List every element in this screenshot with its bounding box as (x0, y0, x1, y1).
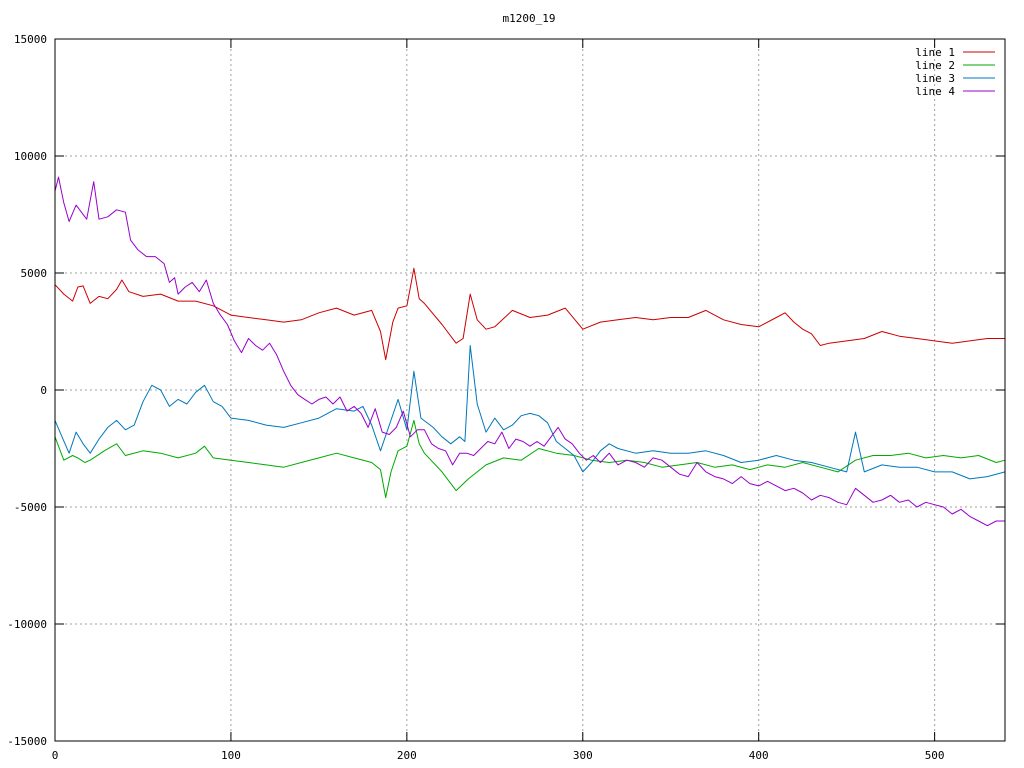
y-tick-label: -10000 (7, 618, 47, 631)
chart-title: m1200_19 (503, 12, 556, 25)
y-tick-label: -15000 (7, 735, 47, 748)
series-group (54, 176, 1006, 527)
x-tick-label: 100 (221, 749, 241, 762)
legend-label: line 3 (915, 72, 955, 85)
series-line-1 (54, 267, 1005, 361)
y-tick-label: 0 (40, 384, 47, 397)
legend-label: line 4 (915, 85, 955, 98)
legend-label: line 1 (915, 46, 955, 59)
x-tick-label: 300 (573, 749, 593, 762)
series-line-3 (54, 345, 1006, 480)
series-line-4 (54, 176, 1005, 527)
x-tick-label: 0 (52, 749, 59, 762)
legend-label: line 2 (915, 59, 955, 72)
y-tick-label: 10000 (14, 150, 47, 163)
grid (55, 39, 1005, 741)
x-tick-label: 400 (749, 749, 769, 762)
axis-ticks: -15000 -10000 -5000 0 5000 10000 15000 0 100 200 3… (7, 33, 1005, 762)
x-tick-label: 200 (397, 749, 417, 762)
y-tick-label: 5000 (21, 267, 48, 280)
y-tick-label: 15000 (14, 33, 47, 46)
x-tick-label: 500 (925, 749, 945, 762)
y-tick-label: -5000 (14, 501, 47, 514)
series-line-2 (54, 419, 1006, 499)
